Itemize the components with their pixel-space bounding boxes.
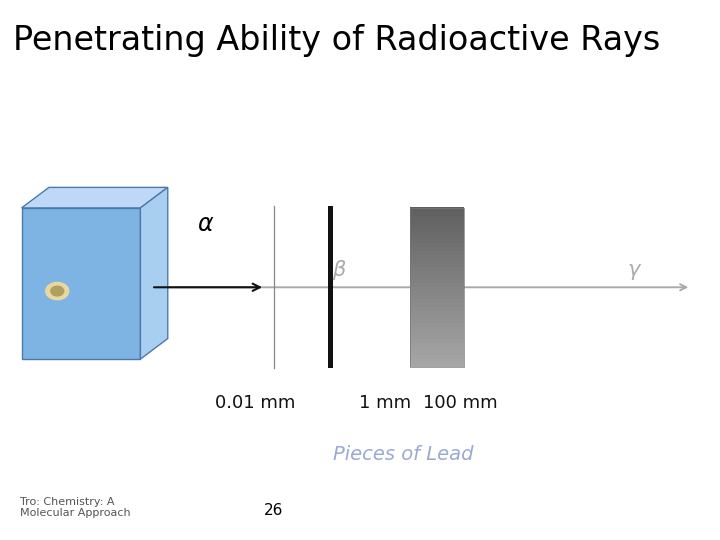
Bar	[410, 291, 464, 295]
Bar	[410, 279, 464, 284]
Bar	[410, 359, 464, 363]
Bar	[410, 259, 464, 264]
Bar	[410, 235, 464, 240]
Bar	[410, 263, 464, 267]
Bar	[410, 239, 464, 244]
Bar	[410, 302, 464, 307]
Bar	[410, 227, 464, 232]
Bar	[410, 275, 464, 279]
Text: 0.01 mm: 0.01 mm	[215, 394, 296, 412]
Text: γ: γ	[627, 260, 640, 280]
Bar	[410, 207, 464, 212]
Bar	[410, 223, 464, 227]
Bar	[410, 219, 464, 224]
Bar	[410, 299, 464, 303]
Bar	[410, 271, 464, 275]
Bar	[410, 327, 464, 331]
Text: 26: 26	[264, 503, 283, 518]
Bar	[410, 347, 464, 351]
Circle shape	[50, 286, 63, 296]
Polygon shape	[140, 187, 168, 359]
Bar	[410, 362, 464, 367]
Bar	[410, 307, 464, 311]
Text: α: α	[197, 212, 213, 236]
Bar	[328, 206, 333, 368]
Text: 100 mm: 100 mm	[423, 394, 498, 412]
Text: 1 mm: 1 mm	[359, 394, 411, 412]
Text: β: β	[332, 260, 345, 280]
Bar	[410, 339, 464, 343]
Bar	[410, 319, 464, 323]
Bar	[410, 267, 464, 271]
Bar	[410, 208, 464, 367]
Bar	[410, 243, 464, 247]
Bar	[410, 255, 464, 259]
Bar	[410, 354, 464, 359]
Bar	[410, 251, 464, 255]
Bar	[410, 247, 464, 252]
Text: Penetrating Ability of Radioactive Rays: Penetrating Ability of Radioactive Rays	[13, 24, 660, 57]
Polygon shape	[22, 187, 168, 208]
Text: Pieces of Lead: Pieces of Lead	[333, 446, 474, 464]
Bar	[410, 283, 464, 287]
Bar	[410, 231, 464, 235]
Text: Tro: Chemistry: A
Molecular Approach: Tro: Chemistry: A Molecular Approach	[20, 497, 131, 518]
Circle shape	[46, 282, 69, 300]
Bar	[410, 215, 464, 220]
Bar	[410, 295, 464, 299]
Bar	[410, 334, 464, 339]
Bar	[410, 350, 464, 355]
Bar	[410, 211, 464, 215]
Polygon shape	[22, 208, 140, 359]
Bar	[410, 310, 464, 315]
Bar	[410, 330, 464, 335]
Bar	[410, 287, 464, 291]
Bar	[410, 315, 464, 319]
Bar	[410, 322, 464, 327]
Bar	[410, 342, 464, 347]
